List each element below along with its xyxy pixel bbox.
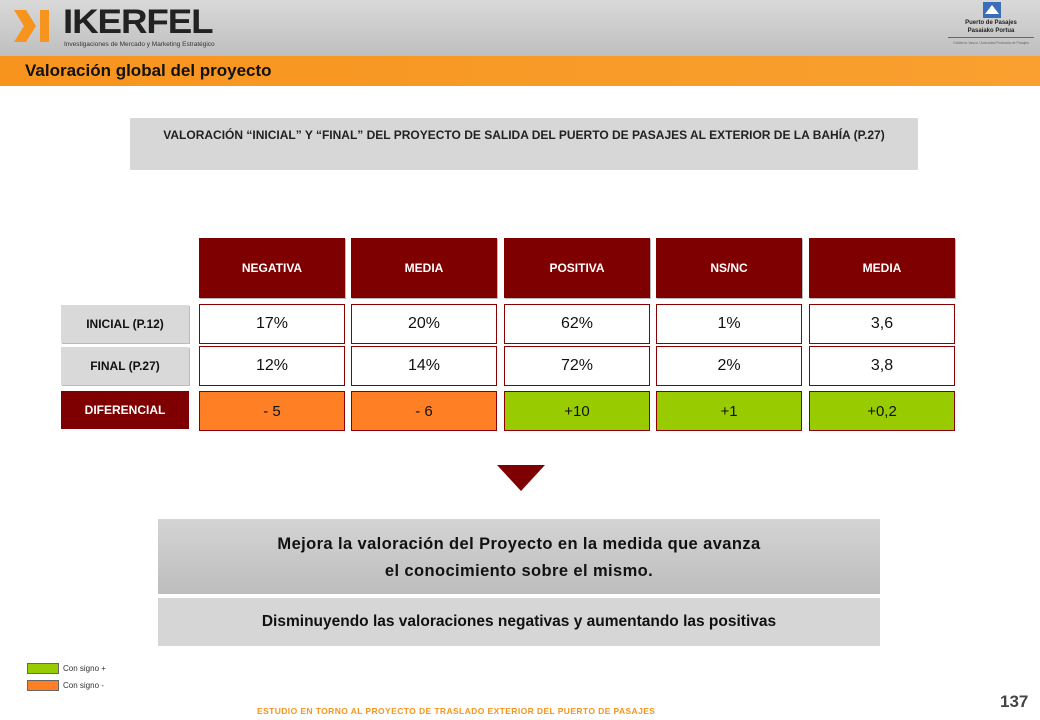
- legend-positive: Con signo +: [27, 663, 106, 674]
- port-name-1: Puerto de Pasajes: [965, 20, 1017, 26]
- table-cell: 2%: [656, 346, 802, 386]
- table-cell: 12%: [199, 346, 345, 386]
- conclusion-line-1: Mejora la valoración del Proyecto en la …: [277, 535, 761, 553]
- diff-cell-negative: - 5: [199, 391, 345, 431]
- diff-cell-positive: +1: [656, 391, 802, 431]
- table-cell: 3,8: [809, 346, 955, 386]
- section-title-bar: Valoración global del proyecto: [0, 56, 1040, 86]
- legend-label-negative: Con signo -: [63, 681, 104, 690]
- conclusion-line-2: el conocimiento sobre el mismo.: [384, 562, 654, 580]
- table-cell: 1%: [656, 304, 802, 344]
- down-arrow-icon: [497, 465, 545, 491]
- column-header-nsnc: NS/NC: [656, 238, 802, 298]
- row-label-final: FINAL (P.27): [61, 347, 189, 385]
- column-header-positiva: POSITIVA: [504, 238, 650, 298]
- port-fine-print: Gobierno Vasco / Autoridad Portuaria de …: [952, 41, 1029, 45]
- row-label-diferencial: DIFERENCIAL: [61, 391, 189, 429]
- legend-swatch-positive: [27, 663, 59, 674]
- port-logo: Puerto de Pasajes Pasaiako Portua Gobier…: [946, 0, 1036, 56]
- header-bar: IKERFEL Investigaciones de Mercado y Mar…: [0, 0, 1040, 56]
- port-emblem-icon: [983, 2, 1001, 18]
- section-title: Valoración global del proyecto: [25, 61, 272, 80]
- legend-negative: Con signo -: [27, 680, 104, 691]
- table-cell: 3,6: [809, 304, 955, 344]
- table-subtitle: VALORACIÓN “INICIAL” Y “FINAL” DEL PROYE…: [130, 118, 918, 170]
- column-header-media-score: MEDIA: [809, 238, 955, 298]
- table-cell: 14%: [351, 346, 497, 386]
- diff-cell-positive: +0,2: [809, 391, 955, 431]
- diff-cell-positive: +10: [504, 391, 650, 431]
- footer-text: ESTUDIO EN TORNO AL PROYECTO DE TRASLADO…: [257, 706, 656, 716]
- conclusion-box: Mejora la valoración del Proyecto en la …: [158, 519, 880, 594]
- logo-text: IKERFEL: [63, 3, 214, 41]
- column-header-media: MEDIA: [351, 238, 497, 298]
- table-cell: 20%: [351, 304, 497, 344]
- legend-label-positive: Con signo +: [63, 664, 106, 673]
- row-label-inicial: INICIAL (P.12): [61, 305, 189, 343]
- diff-cell-negative: - 6: [351, 391, 497, 431]
- column-header-negativa: NEGATIVA: [199, 238, 345, 298]
- conclusion-detail: Disminuyendo las valoraciones negativas …: [158, 598, 880, 646]
- table-cell: 72%: [504, 346, 650, 386]
- legend-swatch-negative: [27, 680, 59, 691]
- table-cell: 17%: [199, 304, 345, 344]
- logo-tagline: Investigaciones de Mercado y Marketing E…: [64, 41, 215, 48]
- page-number: 137: [1000, 692, 1029, 711]
- table-cell: 62%: [504, 304, 650, 344]
- port-name-2: Pasaiako Portua: [967, 28, 1015, 34]
- port-divider: [948, 37, 1034, 38]
- ikerfel-logo-icon: [14, 10, 49, 42]
